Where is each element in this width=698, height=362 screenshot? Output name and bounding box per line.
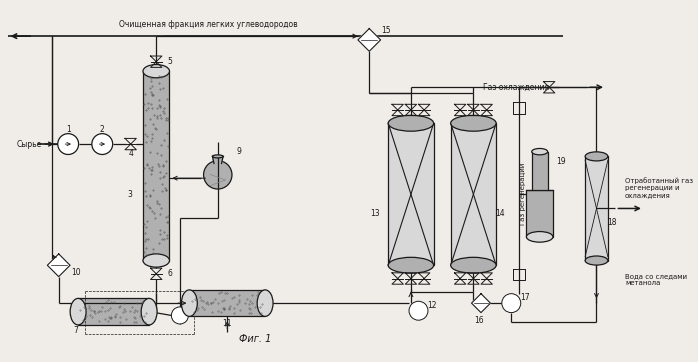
Text: 16: 16 [474,316,484,325]
Text: Газ регенерации: Газ регенерации [519,163,526,226]
Bar [585,156,608,261]
Circle shape [409,301,428,320]
Text: 11: 11 [223,320,232,328]
Ellipse shape [451,257,496,273]
Bar [143,71,170,261]
Ellipse shape [143,254,170,267]
Text: Фиг. 1: Фиг. 1 [239,334,272,344]
Text: 13: 13 [370,209,380,218]
Text: 14: 14 [495,209,505,218]
Ellipse shape [585,152,608,161]
Ellipse shape [388,257,433,273]
Ellipse shape [212,155,223,158]
Text: 6: 6 [167,269,172,278]
Ellipse shape [143,64,170,78]
Ellipse shape [70,298,86,325]
Text: 9: 9 [236,147,241,156]
Bar [451,123,496,265]
Text: 12: 12 [427,302,436,311]
Polygon shape [47,254,70,277]
Text: 5: 5 [167,57,172,66]
Circle shape [172,307,188,324]
Text: 1: 1 [66,125,70,134]
Text: Отработанный газ
регенерации и
охлаждения: Отработанный газ регенерации и охлаждени… [625,177,693,198]
Text: Очищенная фракция легких углеводородов: Очищенная фракция легких углеводородов [119,20,297,29]
Bar [526,190,553,237]
Ellipse shape [181,290,198,316]
Text: 7: 7 [73,326,78,335]
Text: Вода со следами
метанола: Вода со следами метанола [625,273,687,286]
Circle shape [92,134,112,155]
Bar [532,152,548,190]
Ellipse shape [451,115,496,131]
Text: 10: 10 [71,268,80,277]
Bar [388,123,433,265]
Ellipse shape [526,232,553,242]
Text: 15: 15 [382,26,391,35]
Ellipse shape [257,290,273,316]
Bar [189,290,265,316]
Circle shape [58,134,79,155]
Bar [78,298,149,325]
Text: Сырье: Сырье [17,140,43,148]
Ellipse shape [585,256,608,265]
Text: 2: 2 [100,125,105,134]
Text: 18: 18 [607,218,616,227]
Circle shape [204,161,232,189]
Ellipse shape [141,298,157,325]
Text: 17: 17 [520,293,529,302]
Text: Газ охлаждения: Газ охлаждения [483,83,549,92]
Polygon shape [358,29,380,51]
Text: 19: 19 [556,157,565,166]
Text: 8: 8 [189,303,193,312]
Ellipse shape [532,148,548,155]
Text: 4: 4 [128,149,133,158]
Circle shape [502,294,521,313]
Polygon shape [212,156,223,164]
Polygon shape [472,294,491,313]
Ellipse shape [388,115,433,131]
Text: 3: 3 [127,190,132,199]
